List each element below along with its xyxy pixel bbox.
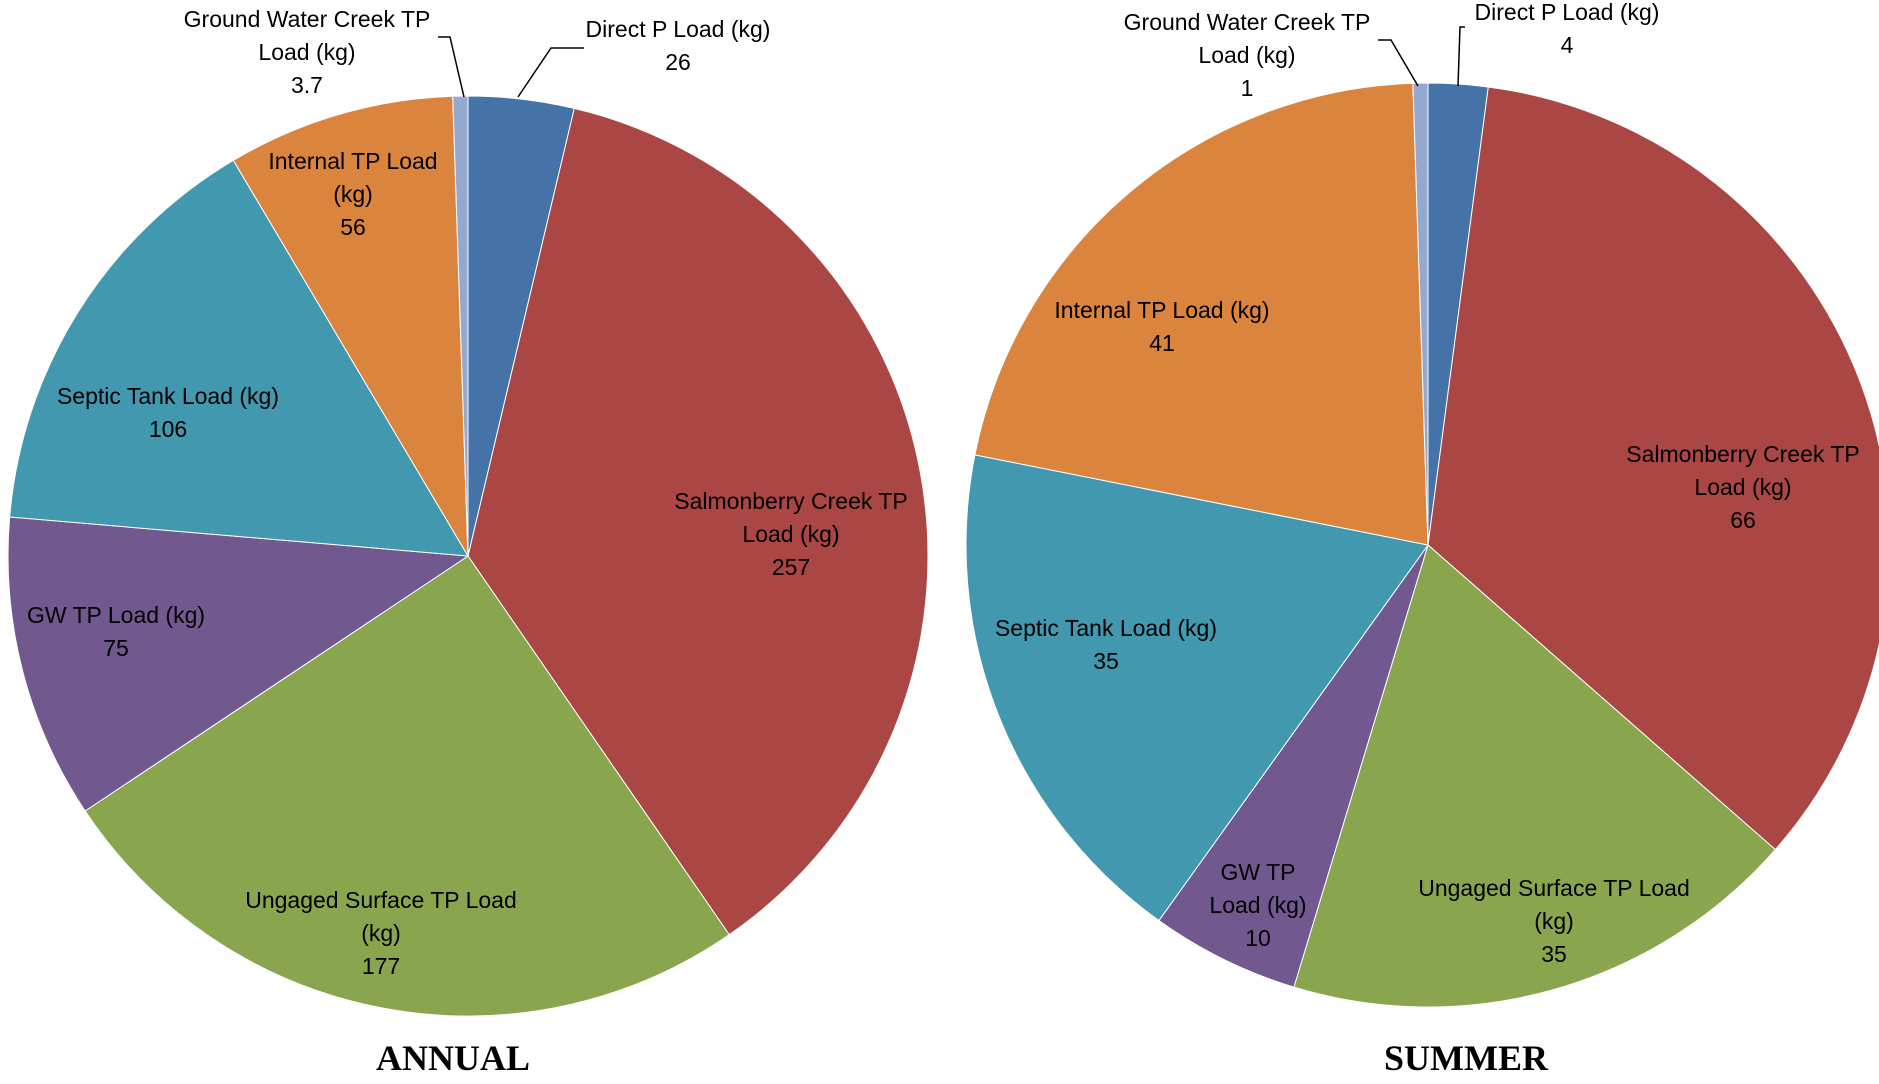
- slice-label-1-6: Ground Water Creek TP Load (kg) 1: [1124, 9, 1371, 101]
- pie-title-1: SUMMER: [1384, 1038, 1549, 1078]
- slice-label-line-1-3-0: GW TP: [1221, 859, 1296, 885]
- slice-value-0-5: 56: [340, 214, 366, 240]
- slice-label-1-4: Septic Tank Load (kg) 35: [995, 615, 1217, 674]
- pie-chart-annual: Direct P Load (kg) 26 Salmonberry Creek TP…: [7, 6, 929, 1078]
- slice-label-1-5: Internal TP Load (kg) 41: [1054, 297, 1269, 356]
- pie-slice-1-2: [1293, 544, 1777, 1008]
- slice-label-line-0-0-0: Direct P Load (kg): [586, 16, 771, 42]
- slice-label-line-1-1-1: Load (kg): [1694, 474, 1791, 500]
- slice-label-0-1: Salmonberry Creek TP Load (kg) 257: [674, 488, 908, 580]
- slice-label-line-0-5-0: Internal TP Load: [268, 148, 437, 174]
- slice-label-line-1-2-1: (kg): [1534, 908, 1574, 934]
- leader-line-1-6: [1378, 39, 1419, 87]
- slice-label-line-1-0-0: Direct P Load (kg): [1475, 0, 1660, 25]
- slice-value-0-6: 3.7: [291, 72, 323, 98]
- leader-line-0-0: [517, 47, 584, 98]
- slice-label-1-0: Direct P Load (kg) 4: [1475, 0, 1660, 58]
- slice-label-line-0-4-0: Septic Tank Load (kg): [57, 383, 279, 409]
- slice-label-line-0-3-0: GW TP Load (kg): [27, 602, 205, 628]
- slice-label-line-1-6-1: Load (kg): [1198, 42, 1295, 68]
- slice-label-0-5: Internal TP Load (kg) 56: [268, 148, 437, 240]
- pie-slice-0-4: [9, 159, 469, 557]
- pie-chart-summer: Direct P Load (kg) 4 Salmonberry Creek TP L…: [965, 0, 1879, 1078]
- slice-label-line-1-3-1: Load (kg): [1209, 892, 1306, 918]
- pie-slice-0-3: [7, 516, 470, 812]
- slice-label-1-1: Salmonberry Creek TP Load (kg) 66: [1626, 441, 1860, 533]
- slice-label-1-3: GW TP Load (kg) 10: [1209, 859, 1306, 951]
- slice-value-1-0: 4: [1561, 32, 1574, 58]
- pie-slice-1-5: [974, 82, 1429, 546]
- pie-slice-0-6: [452, 95, 469, 557]
- pie-slice-1-1: [1427, 86, 1879, 851]
- slice-label-line-1-1-0: Salmonberry Creek TP: [1626, 441, 1860, 467]
- pie-slice-1-6: [1412, 82, 1429, 546]
- pie-title-0: ANNUAL: [376, 1038, 530, 1078]
- slice-label-line-0-1-1: Load (kg): [742, 521, 839, 547]
- slice-label-line-1-5-0: Internal TP Load (kg): [1054, 297, 1269, 323]
- slice-label-0-4: Septic Tank Load (kg) 106: [57, 383, 279, 442]
- slice-label-line-0-5-1: (kg): [333, 181, 373, 207]
- slice-label-0-6: Ground Water Creek TP Load (kg) 3.7: [184, 6, 431, 98]
- slice-value-1-5: 41: [1149, 330, 1175, 356]
- slice-label-line-1-2-0: Ungaged Surface TP Load: [1418, 875, 1690, 901]
- slice-value-1-2: 35: [1541, 941, 1567, 967]
- slice-value-1-3: 10: [1245, 925, 1271, 951]
- slice-value-0-3: 75: [103, 635, 129, 661]
- slice-label-line-0-6-1: Load (kg): [258, 39, 355, 65]
- slice-value-1-4: 35: [1093, 648, 1119, 674]
- slice-value-0-2: 177: [362, 953, 400, 979]
- slice-value-0-4: 106: [149, 416, 187, 442]
- pie-slice-0-1: [467, 107, 929, 936]
- slice-value-0-1: 257: [772, 554, 810, 580]
- slice-value-1-1: 66: [1730, 507, 1756, 533]
- pie-slice-0-2: [84, 555, 730, 1017]
- slice-label-line-0-2-1: (kg): [361, 920, 401, 946]
- slice-value-0-0: 26: [665, 49, 691, 75]
- slice-label-0-3: GW TP Load (kg) 75: [27, 602, 205, 661]
- slice-label-line-1-6-0: Ground Water Creek TP: [1124, 9, 1371, 35]
- pie-slice-1-4: [965, 454, 1429, 922]
- slice-label-0-0: Direct P Load (kg) 26: [586, 16, 771, 75]
- pie-slice-0-5: [232, 95, 469, 557]
- slice-label-line-0-2-0: Ungaged Surface TP Load: [245, 887, 517, 913]
- pie-slice-1-3: [1158, 544, 1429, 988]
- leader-line-1-0: [1457, 26, 1465, 87]
- slice-value-1-6: 1: [1241, 75, 1254, 101]
- slice-label-line-0-1-0: Salmonberry Creek TP: [674, 488, 908, 514]
- slice-label-line-0-6-0: Ground Water Creek TP: [184, 6, 431, 32]
- slice-label-1-2: Ungaged Surface TP Load (kg) 35: [1418, 875, 1690, 967]
- slice-label-line-1-4-0: Septic Tank Load (kg): [995, 615, 1217, 641]
- slice-label-0-2: Ungaged Surface TP Load (kg) 177: [245, 887, 517, 979]
- leader-line-0-6: [438, 36, 465, 98]
